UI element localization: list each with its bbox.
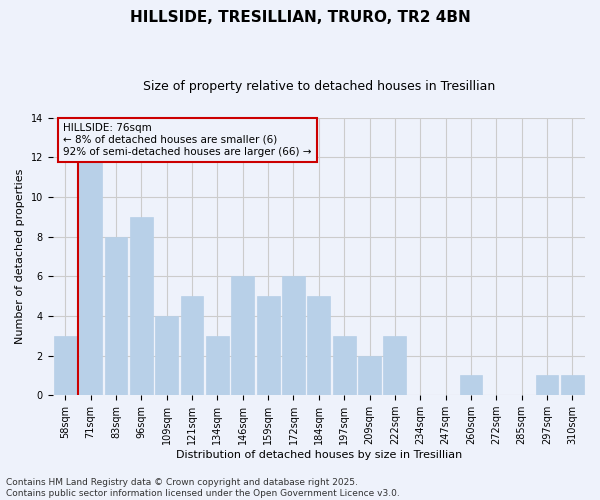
Bar [460,376,482,395]
X-axis label: Distribution of detached houses by size in Tresillian: Distribution of detached houses by size … [176,450,462,460]
Bar [536,376,559,395]
Bar [104,236,127,395]
Bar [561,376,584,395]
Bar [181,296,203,395]
Bar [282,276,305,395]
Y-axis label: Number of detached properties: Number of detached properties [15,169,25,344]
Bar [358,356,381,395]
Bar [130,217,153,395]
Bar [232,276,254,395]
Title: Size of property relative to detached houses in Tresillian: Size of property relative to detached ho… [143,80,495,93]
Bar [333,336,356,395]
Bar [79,158,102,395]
Text: HILLSIDE: 76sqm
← 8% of detached houses are smaller (6)
92% of semi-detached hou: HILLSIDE: 76sqm ← 8% of detached houses … [63,124,312,156]
Bar [383,336,406,395]
Text: Contains HM Land Registry data © Crown copyright and database right 2025.
Contai: Contains HM Land Registry data © Crown c… [6,478,400,498]
Bar [54,336,77,395]
Bar [206,336,229,395]
Bar [155,316,178,395]
Text: HILLSIDE, TRESILLIAN, TRURO, TR2 4BN: HILLSIDE, TRESILLIAN, TRURO, TR2 4BN [130,10,470,25]
Bar [257,296,280,395]
Bar [307,296,330,395]
